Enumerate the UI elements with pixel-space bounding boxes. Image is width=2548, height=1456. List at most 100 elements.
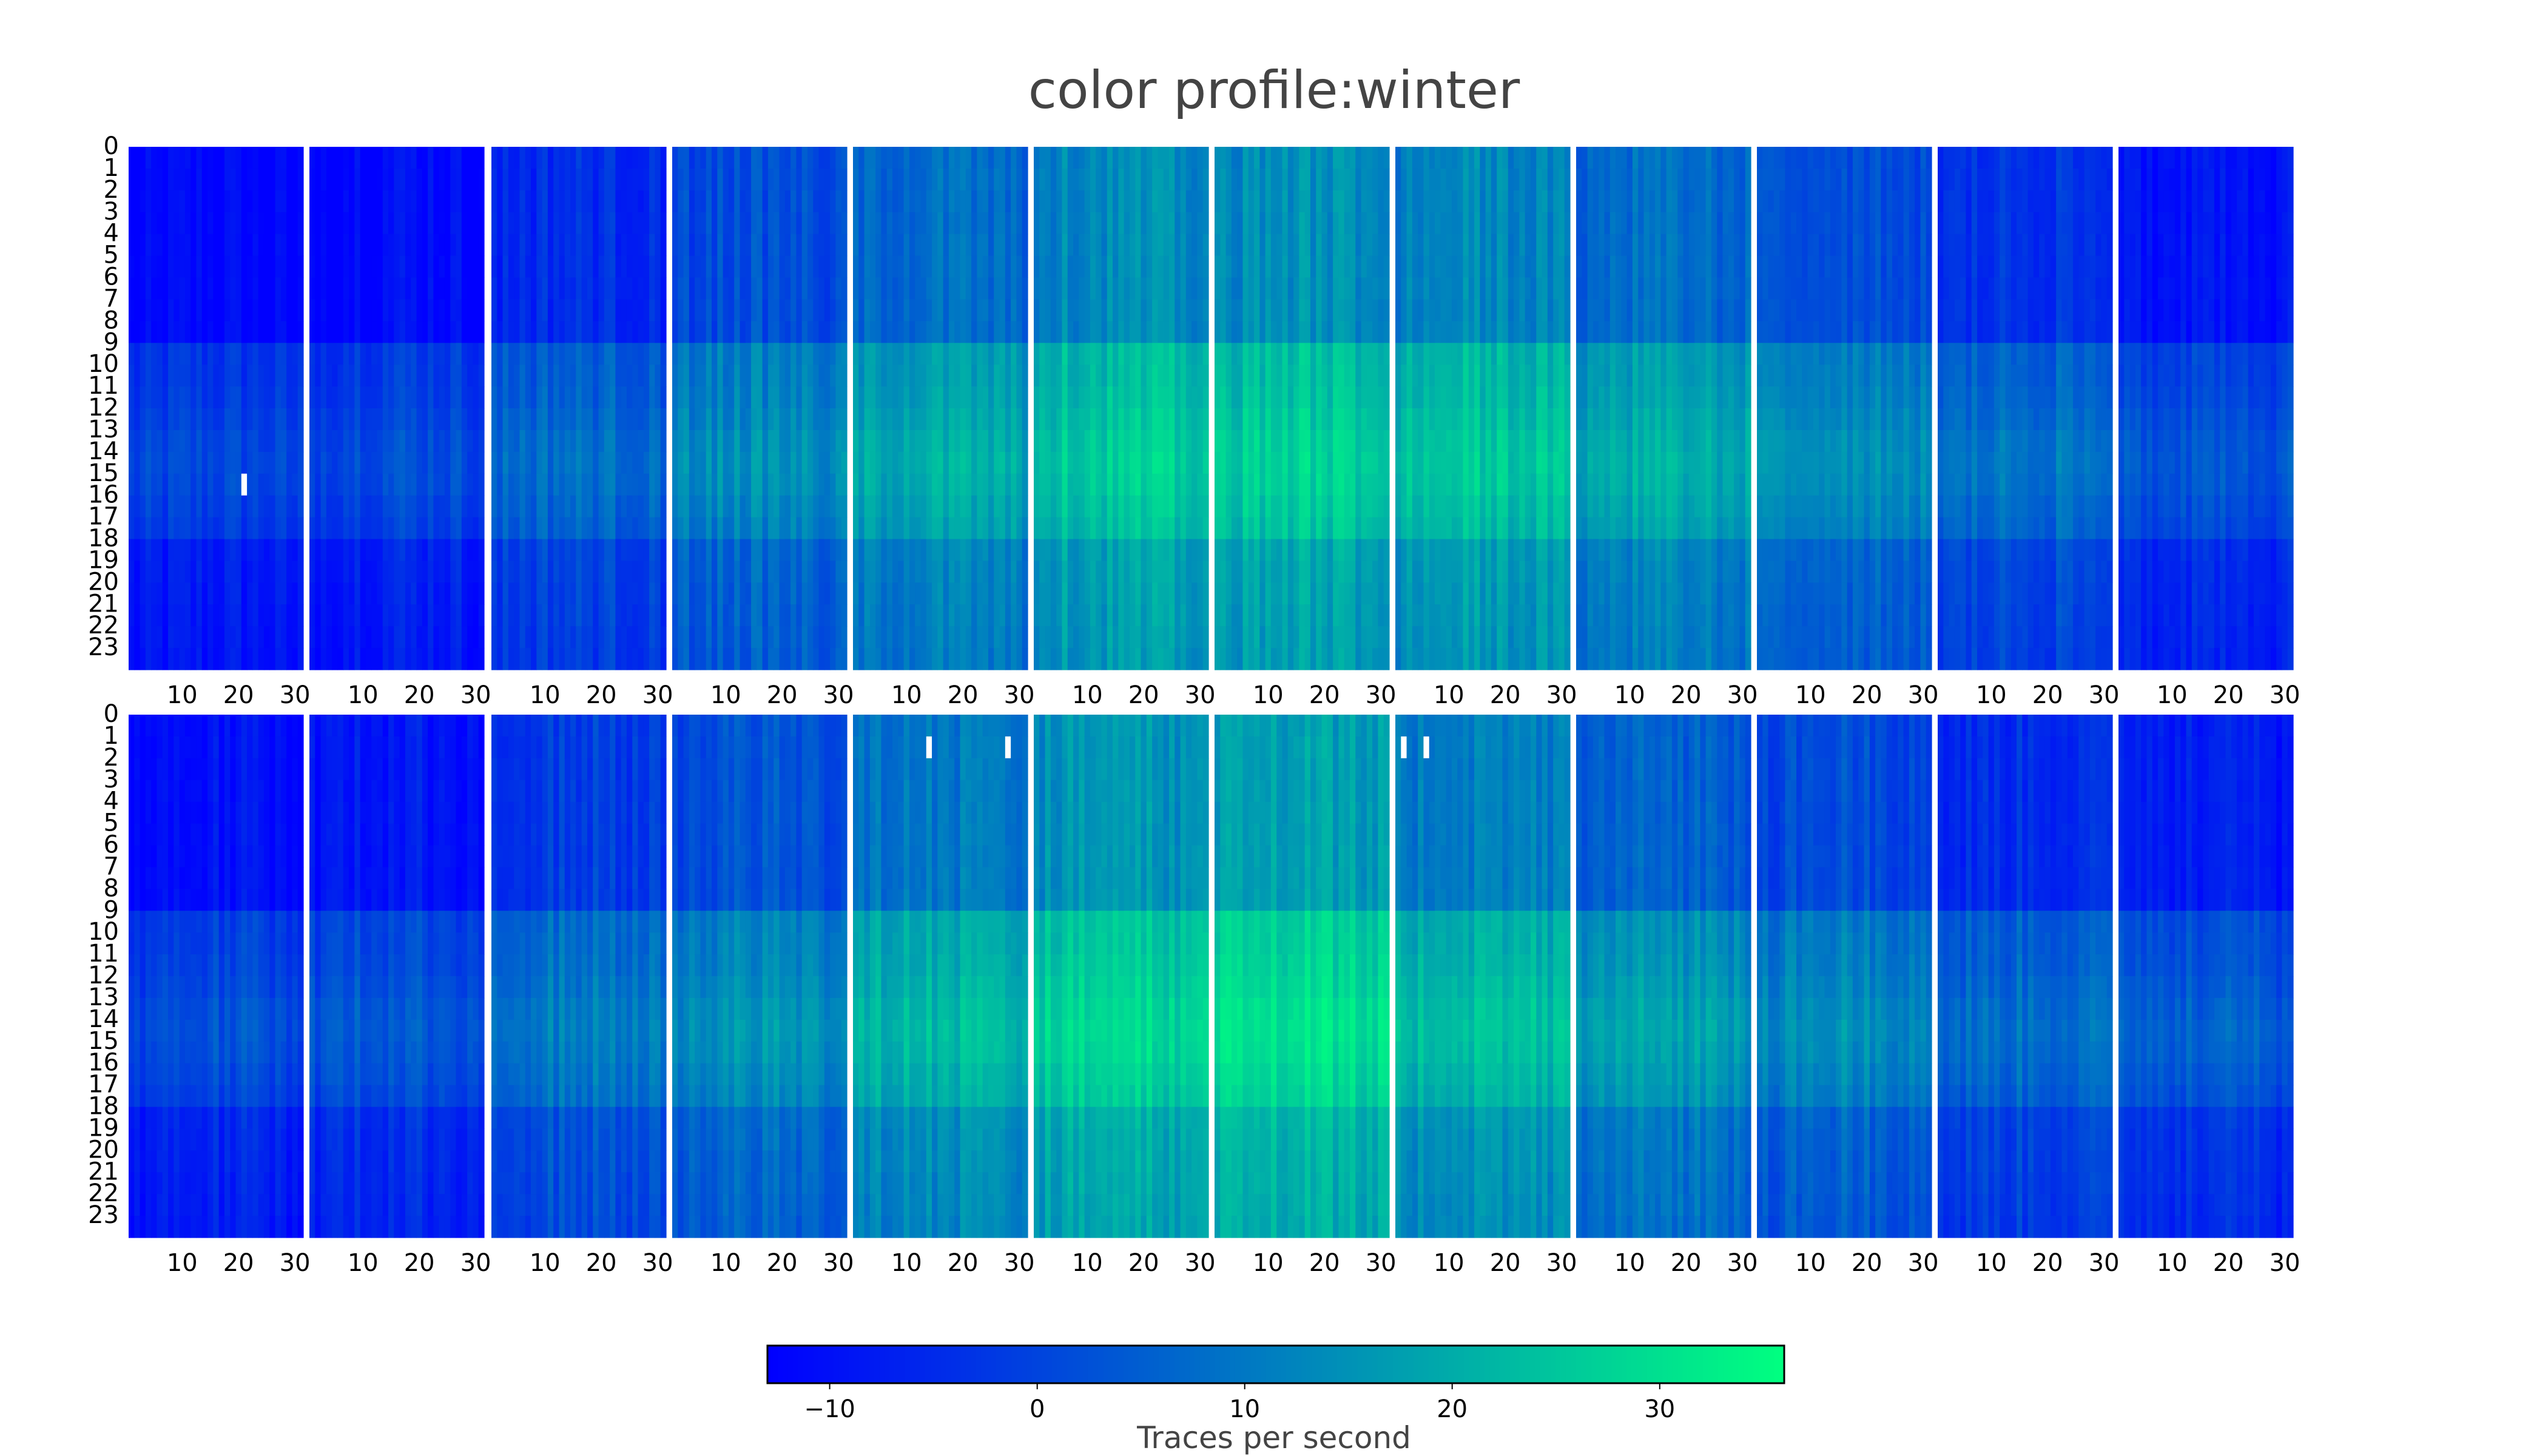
heatmap-cell (1181, 604, 1187, 627)
heatmap-cell (1034, 256, 1040, 278)
heatmap-cell (151, 626, 157, 649)
heatmap-cell (1249, 386, 1255, 409)
heatmap-cell (1000, 408, 1006, 431)
heatmap-cell (943, 648, 949, 670)
heatmap-cell (926, 343, 932, 365)
heatmap-cell (1034, 496, 1040, 518)
heatmap-cell (915, 561, 921, 583)
heatmap-cell (723, 212, 729, 235)
heatmap-cell (394, 256, 400, 278)
heatmap-cell (514, 256, 520, 278)
heatmap-cell (1090, 256, 1096, 278)
heatmap-cell (1299, 474, 1305, 496)
heatmap-cell (467, 408, 473, 431)
heatmap-cell (644, 234, 650, 257)
heatmap-cell (853, 582, 859, 605)
heatmap-cell (807, 234, 814, 257)
heatmap-cell (971, 212, 977, 235)
heatmap-cell (230, 343, 236, 365)
heatmap-cell (881, 321, 887, 343)
heatmap-cell (655, 147, 661, 169)
heatmap-cell (298, 452, 304, 474)
heatmap-cell (632, 321, 638, 343)
heatmap-cell (1164, 343, 1170, 365)
heatmap-cell (932, 256, 938, 278)
heatmap-cell (411, 648, 417, 670)
heatmap-cell (411, 234, 417, 257)
heatmap-cell (802, 299, 808, 322)
heatmap-cell (1191, 452, 1198, 474)
heatmap-cell (134, 582, 140, 605)
heatmap-cell (514, 386, 520, 409)
heatmap-cell (473, 517, 479, 540)
heatmap-cell (491, 626, 497, 649)
heatmap-cell (858, 626, 864, 649)
heatmap-cell (360, 582, 366, 605)
heatmap-cell (700, 234, 706, 257)
heatmap-cell (1051, 604, 1057, 627)
heatmap-cell (615, 386, 621, 409)
heatmap-cell (519, 343, 525, 365)
heatmap-cell (1220, 648, 1226, 670)
heatmap-cell (1197, 321, 1203, 343)
heatmap-cell (129, 539, 135, 562)
heatmap-cell (904, 496, 910, 518)
heatmap-cell (971, 190, 977, 213)
heatmap-cell (180, 212, 186, 235)
heatmap-cell (700, 365, 706, 387)
heatmap-cell (774, 539, 780, 562)
heatmap-cell (450, 474, 456, 496)
heatmap-cell (190, 517, 197, 540)
heatmap-cell (570, 626, 576, 649)
heatmap-cell (207, 386, 214, 409)
heatmap-cell (954, 190, 960, 213)
heatmap-cell (593, 539, 599, 562)
heatmap-cell (746, 256, 752, 278)
heatmap-cell (140, 626, 146, 649)
heatmap-cell (394, 604, 400, 627)
heatmap-cell (1085, 278, 1091, 300)
heatmap-cell (536, 299, 542, 322)
heatmap-cell (1242, 343, 1249, 365)
heatmap-cell (411, 561, 417, 583)
heatmap-cell (807, 256, 814, 278)
heatmap-cell (582, 147, 588, 169)
heatmap-cell (548, 430, 554, 453)
heatmap-cell (1259, 386, 1266, 409)
heatmap-cell (315, 561, 321, 583)
heatmap-cell (712, 169, 718, 191)
heatmap-cell (1107, 365, 1113, 387)
heatmap-cell (1242, 278, 1249, 300)
heatmap-cell (615, 343, 621, 365)
heatmap-cell (190, 256, 197, 278)
heatmap-cell (790, 321, 797, 343)
heatmap-cell (819, 169, 825, 191)
heatmap-cell (1175, 474, 1181, 496)
heatmap-cell (729, 190, 735, 213)
heatmap-cell (1124, 517, 1130, 540)
heatmap-cell (377, 278, 383, 300)
heatmap-cell (587, 430, 593, 453)
heatmap-cell (1220, 539, 1226, 562)
heatmap-cell (920, 582, 926, 605)
heatmap-cell (920, 212, 926, 235)
heatmap-cell (853, 343, 859, 365)
heatmap-cell (1152, 299, 1158, 322)
heatmap-cell (508, 190, 514, 213)
heatmap-cell (366, 452, 372, 474)
heatmap-cell (349, 147, 355, 169)
heatmap-cell (796, 430, 802, 453)
heatmap-cell (774, 343, 780, 365)
heatmap-cell (1191, 474, 1198, 496)
heatmap-cell (531, 169, 537, 191)
heatmap-cell (519, 212, 525, 235)
heatmap-cell (445, 234, 451, 257)
heatmap-cell (1016, 256, 1022, 278)
heatmap-cell (450, 147, 456, 169)
heatmap-cell (949, 452, 955, 474)
heatmap-cell (638, 474, 644, 496)
heatmap-cell (1288, 496, 1294, 518)
heatmap-cell (343, 169, 349, 191)
heatmap-cell (1147, 386, 1153, 409)
heatmap-cell (174, 278, 180, 300)
